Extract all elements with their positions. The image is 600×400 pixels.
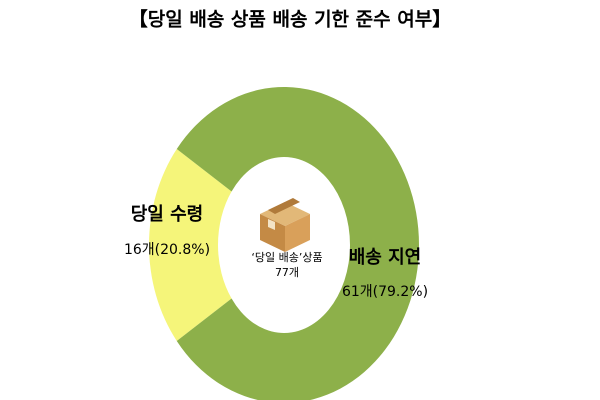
category-label: 배송 지연 (349, 247, 422, 268)
center-total: 77개 (275, 266, 299, 279)
value-label: 16개(20.8%) (124, 242, 210, 258)
donut (149, 87, 420, 400)
value-label: 61개(79.2%) (342, 284, 428, 300)
category-label: 당일 수령 (131, 204, 204, 225)
donut-slice (176, 87, 420, 400)
center-label: ‘당일 배송’상품 (251, 250, 322, 264)
box-icon (260, 198, 310, 252)
donut-slice (149, 149, 232, 341)
chart-title: 【당일 배송 상품 배송 기한 준수 여부】 (129, 8, 451, 31)
